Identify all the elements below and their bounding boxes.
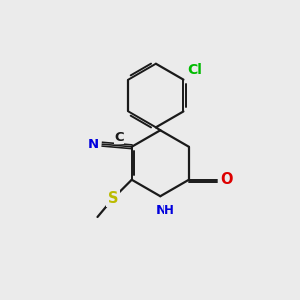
Text: Cl: Cl — [187, 63, 202, 77]
Text: H: H — [164, 205, 174, 218]
Text: N: N — [88, 138, 99, 151]
Text: C: C — [114, 131, 124, 144]
Text: N: N — [156, 205, 167, 218]
Text: O: O — [220, 172, 232, 187]
Text: S: S — [108, 191, 118, 206]
